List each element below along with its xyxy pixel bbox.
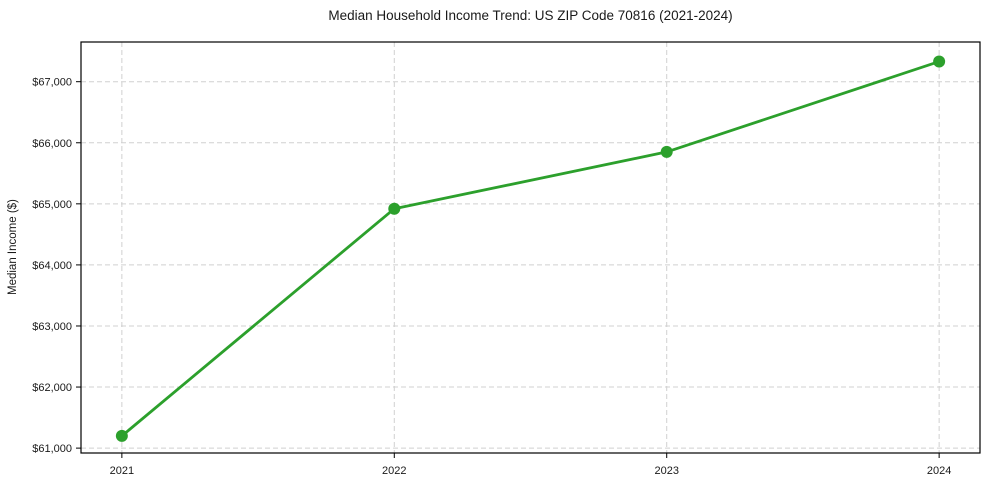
data-point-2024 [933, 55, 946, 68]
y-tick-label: $65,000 [32, 199, 72, 211]
y-tick-label: $63,000 [32, 321, 72, 333]
y-tick-label: $64,000 [32, 260, 72, 272]
trend-line [120, 60, 941, 438]
y-tick-label: $62,000 [32, 382, 72, 394]
chart-title: Median Household Income Trend: US ZIP Co… [328, 8, 733, 23]
data-point-2021 [115, 429, 128, 442]
x-tick-label: 2022 [382, 465, 406, 477]
x-tick-label: 2021 [110, 465, 134, 477]
x-tick-label: 2023 [654, 465, 678, 477]
y-tick-label: $61,000 [32, 443, 72, 455]
x-tick-label: 2024 [927, 465, 951, 477]
y-tick-label: $66,000 [32, 138, 72, 150]
data-point-2022 [388, 202, 401, 215]
plot-border [80, 41, 981, 454]
data-point-2023 [660, 145, 673, 158]
y-tick-label: $67,000 [32, 77, 72, 89]
